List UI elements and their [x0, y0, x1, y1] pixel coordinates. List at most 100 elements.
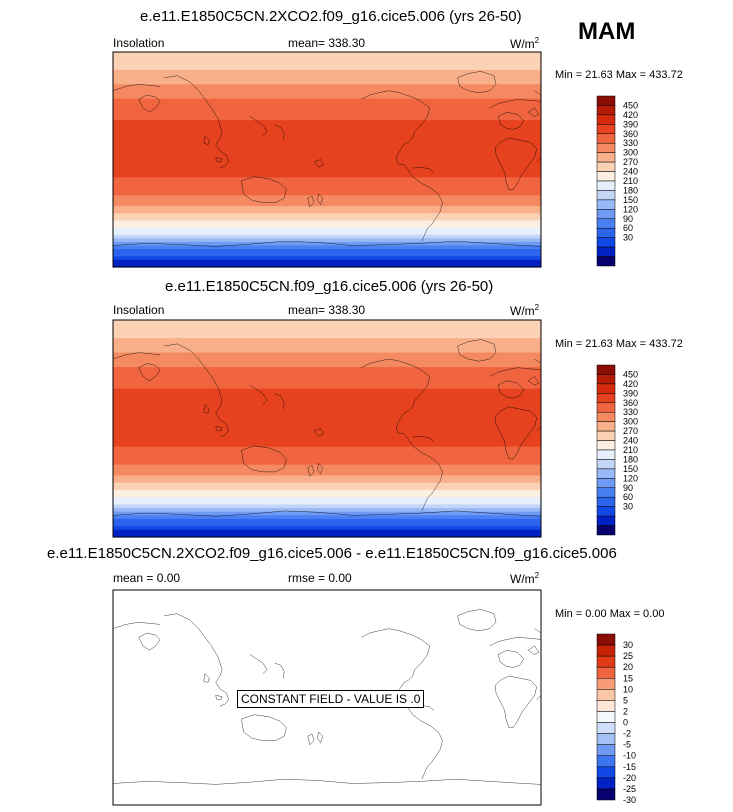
colorbar-2-box — [596, 496, 616, 507]
panel-2-band — [113, 464, 541, 469]
colorbar-1-box — [596, 227, 616, 238]
colorbar-1-box — [596, 142, 616, 153]
colorbar-2-box — [596, 459, 616, 470]
panel-1-band — [113, 166, 541, 171]
colorbar-1-label: 30 — [623, 233, 633, 243]
colorbar-2-box — [596, 468, 616, 479]
colorbar-1-label: 210 — [623, 176, 638, 186]
panel-1-band — [113, 181, 541, 186]
panel-1-band — [113, 109, 541, 114]
panel-1-band — [113, 69, 541, 75]
colorbar-1-box — [596, 152, 616, 163]
colorbar-3-label: -15 — [623, 762, 636, 772]
colorbar-1-box — [596, 180, 616, 191]
panel-2-band — [113, 359, 541, 364]
colorbar-3-label: 25 — [623, 651, 633, 661]
panel-2-band — [113, 403, 541, 408]
colorbar-2-label: 60 — [623, 492, 633, 502]
colorbar-2-label: 420 — [623, 379, 638, 389]
panel-1-band — [113, 152, 541, 157]
panel-2-units-base: W/m — [510, 304, 535, 318]
panel-2-band — [113, 367, 541, 372]
panel-2-minmax: Min = 21.63 Max = 433.72 — [555, 338, 683, 350]
panel-1-variable: Insolation — [113, 36, 165, 50]
panel-3-minmax: Min = 0.00 Max = 0.00 — [555, 608, 665, 620]
colorbar-2-box — [596, 525, 616, 536]
colorbar-1-label: 450 — [623, 100, 638, 110]
panel-2-band — [113, 497, 541, 502]
colorbar-1-label: 330 — [623, 138, 638, 148]
panel-1-band — [113, 163, 541, 168]
panel-2-band — [113, 395, 541, 401]
panel-2-band — [113, 439, 541, 444]
colorbar-3-label: 2 — [623, 706, 628, 716]
panel-2-units-exp: 2 — [534, 303, 540, 312]
colorbar-2-label: 120 — [623, 473, 638, 483]
panel-1-band — [113, 159, 541, 164]
colorbar-1-label: 270 — [623, 157, 638, 167]
panel-1-frame — [112, 51, 542, 268]
colorbar-2-box — [596, 449, 616, 460]
colorbar-1-label: 90 — [623, 214, 633, 224]
colorbar-1-box — [596, 209, 616, 220]
panel-1-title: e.e11.E1850C5CN.2XCO2.f09_g16.cice5.006 … — [140, 8, 522, 25]
panel-2-band — [113, 341, 541, 346]
colorbar-1-label: 60 — [623, 223, 633, 233]
panel-2-band — [113, 518, 541, 524]
colorbar-2-box — [596, 430, 616, 441]
panel-1-units: W/m2 — [510, 36, 539, 51]
panel-2-mean-value: 338.30 — [328, 303, 366, 317]
panel-1-band — [113, 259, 541, 265]
panel-2-band — [113, 356, 541, 361]
panel-1-mean-value: 338.30 — [328, 36, 366, 50]
panel-3-units: W/m2 — [510, 571, 539, 586]
panel-3-units-base: W/m — [510, 572, 535, 586]
panel-3-title: e.e11.E1850C5CN.2XCO2.f09_g16.cice5.006 … — [47, 545, 617, 562]
colorbar-1-label: 150 — [623, 195, 638, 205]
colorbar-1-box — [596, 171, 616, 182]
panel-1-band — [113, 241, 541, 247]
panel-1-band — [113, 245, 541, 250]
colorbar-1-box — [596, 161, 616, 172]
colorbar-2-label: 180 — [623, 454, 638, 464]
panel-2-band — [113, 500, 541, 506]
panel-2-band — [113, 511, 541, 516]
panel-2-band — [113, 399, 541, 404]
panel-1-band — [113, 184, 541, 189]
colorbar-2-box — [596, 411, 616, 422]
colorbar-1-box — [596, 105, 616, 116]
colorbar-1-box — [596, 246, 616, 257]
colorbar-3-box — [596, 644, 616, 657]
panel-2-band — [113, 330, 541, 336]
colorbar-1-label: 390 — [623, 119, 638, 129]
colorbar-3-box — [596, 755, 616, 768]
colorbar-2-box — [596, 374, 616, 385]
panel-1-band — [113, 59, 541, 64]
colorbar-3-box — [596, 766, 616, 779]
panel-2-band — [113, 385, 541, 390]
panel-3-frame — [112, 589, 542, 806]
panel-1-band — [113, 127, 541, 132]
panel-2-band — [113, 493, 541, 498]
panel-2-band — [113, 475, 541, 480]
colorbar-2-box — [596, 393, 616, 404]
panel-1-band — [113, 173, 541, 179]
panel-1-band — [113, 66, 541, 71]
colorbar-1-box — [596, 124, 616, 135]
colorbar-1-box — [596, 199, 616, 210]
colorbar-3-label: 30 — [623, 640, 633, 650]
panel-1-band — [113, 91, 541, 96]
panel-1-band — [113, 238, 541, 243]
panel-2-band — [113, 392, 541, 397]
colorbar-3-label: -25 — [623, 784, 636, 794]
colorbar-3-label: -30 — [623, 795, 636, 805]
panel-2-band — [113, 348, 541, 354]
colorbar-2-label: 300 — [623, 417, 638, 427]
panel-2-mean-label: mean= — [288, 303, 326, 317]
colorbar-1-box — [596, 237, 616, 248]
colorbar-2-label: 450 — [623, 369, 638, 379]
panel-1-band — [113, 249, 541, 254]
panel-1-band — [113, 116, 541, 121]
panel-2-band — [113, 522, 541, 527]
